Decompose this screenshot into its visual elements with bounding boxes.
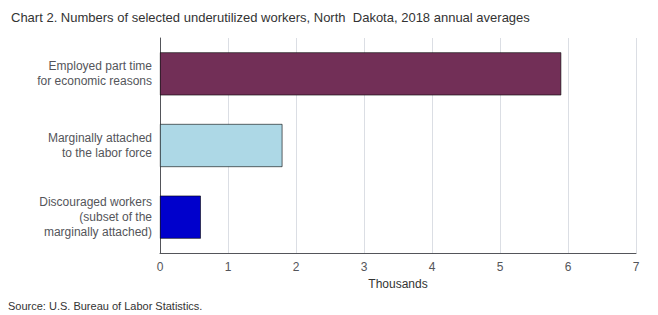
svg-text:2: 2 xyxy=(293,260,300,274)
svg-text:Thousands: Thousands xyxy=(368,277,427,291)
svg-text:7: 7 xyxy=(633,260,640,274)
svg-text:5: 5 xyxy=(497,260,504,274)
svg-text:6: 6 xyxy=(565,260,572,274)
svg-text:Discouraged workers: Discouraged workers xyxy=(39,195,152,209)
svg-text:marginally attached): marginally attached) xyxy=(44,225,152,239)
svg-text:Employed part time: Employed part time xyxy=(49,59,153,73)
svg-text:Chart 2. Numbers of selected u: Chart 2. Numbers of selected underutiliz… xyxy=(11,10,530,25)
svg-text:to the labor force: to the labor force xyxy=(62,146,152,160)
svg-text:4: 4 xyxy=(429,260,436,274)
svg-text:Marginally attached: Marginally attached xyxy=(48,131,152,145)
svg-text:(subset of the: (subset of the xyxy=(79,210,152,224)
svg-text:3: 3 xyxy=(361,260,368,274)
svg-text:Source: U.S. Bureau of Labor S: Source: U.S. Bureau of Labor Statistics. xyxy=(8,300,202,312)
svg-text:for economic reasons: for economic reasons xyxy=(37,74,152,88)
svg-text:1: 1 xyxy=(225,260,232,274)
svg-text:0: 0 xyxy=(157,260,164,274)
